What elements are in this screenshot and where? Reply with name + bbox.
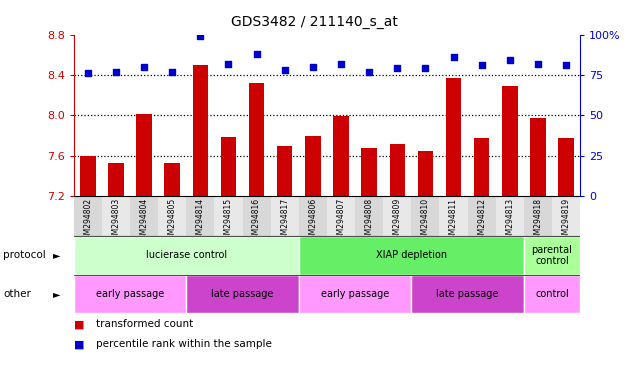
Bar (299, 236, 524, 275)
Point (111, 69, 121, 75)
Bar (445, 78, 462, 196)
Point (223, 61, 233, 67)
Bar (390, 144, 405, 196)
Point (251, 51, 262, 57)
Bar (474, 138, 489, 196)
Text: ■: ■ (74, 339, 84, 349)
Text: GSM294808: GSM294808 (365, 198, 374, 244)
Bar (524, 236, 580, 275)
Bar (558, 138, 574, 196)
Point (561, 62, 571, 68)
Point (392, 65, 403, 71)
Bar (362, 149, 377, 196)
Bar (355, 196, 383, 236)
Bar (165, 162, 180, 196)
Bar (158, 196, 187, 236)
Text: control: control (535, 289, 569, 299)
Text: late passage: late passage (437, 289, 499, 299)
Bar (277, 146, 292, 196)
Point (364, 69, 374, 75)
Bar (187, 275, 299, 313)
Bar (192, 65, 208, 196)
Text: ►: ► (53, 289, 60, 299)
Text: GDS3482 / 211140_s_at: GDS3482 / 211140_s_at (231, 15, 397, 29)
Text: GSM294815: GSM294815 (224, 198, 233, 244)
Bar (80, 156, 96, 196)
Bar (502, 86, 517, 196)
Bar (495, 196, 524, 236)
Bar (383, 196, 412, 236)
Bar (418, 152, 433, 196)
Point (195, 33, 205, 39)
Bar (299, 196, 327, 236)
Point (336, 61, 346, 67)
Point (449, 54, 459, 60)
Text: GSM294802: GSM294802 (83, 198, 92, 244)
Bar (221, 137, 236, 196)
Bar (524, 196, 552, 236)
Bar (74, 196, 102, 236)
Text: GSM294806: GSM294806 (308, 198, 317, 244)
Text: other: other (3, 289, 31, 299)
Text: ►: ► (53, 250, 60, 260)
Bar (327, 196, 355, 236)
Bar (130, 196, 158, 236)
Text: GSM294818: GSM294818 (533, 198, 542, 244)
Text: GSM294803: GSM294803 (112, 198, 121, 244)
Bar (467, 196, 495, 236)
Bar (249, 83, 264, 196)
Text: GSM294816: GSM294816 (252, 198, 261, 244)
Point (420, 65, 431, 71)
Bar (305, 136, 320, 196)
Point (167, 69, 178, 75)
Text: early passage: early passage (321, 289, 389, 299)
Bar (333, 116, 349, 196)
Text: percentile rank within the sample: percentile rank within the sample (96, 339, 272, 349)
Point (83, 70, 93, 76)
Text: GSM294807: GSM294807 (337, 198, 345, 244)
Point (504, 57, 515, 63)
Bar (412, 275, 524, 313)
Text: ■: ■ (74, 319, 84, 329)
Point (139, 64, 149, 70)
Bar (440, 196, 467, 236)
Text: parental
control: parental control (531, 245, 572, 266)
Text: GSM294814: GSM294814 (196, 198, 205, 244)
Text: GSM294809: GSM294809 (393, 198, 402, 244)
Text: GSM294817: GSM294817 (280, 198, 289, 244)
Bar (412, 196, 440, 236)
Text: GSM294819: GSM294819 (562, 198, 570, 244)
Bar (242, 196, 271, 236)
Text: GSM294810: GSM294810 (421, 198, 430, 244)
Point (533, 61, 543, 67)
Bar (299, 275, 412, 313)
Bar (524, 275, 580, 313)
Bar (108, 162, 124, 196)
Text: transformed count: transformed count (96, 319, 194, 329)
Bar (214, 196, 242, 236)
Bar (102, 196, 130, 236)
Text: GSM294812: GSM294812 (477, 198, 486, 244)
Point (476, 62, 487, 68)
Text: GSM294804: GSM294804 (140, 198, 149, 244)
Point (308, 64, 318, 70)
Text: protocol: protocol (3, 250, 46, 260)
Bar (74, 236, 299, 275)
Text: late passage: late passage (212, 289, 274, 299)
Bar (552, 196, 580, 236)
Point (279, 67, 290, 73)
Bar (530, 118, 545, 196)
Bar (74, 275, 187, 313)
Text: early passage: early passage (96, 289, 164, 299)
Bar (271, 196, 299, 236)
Text: GSM294811: GSM294811 (449, 198, 458, 244)
Text: GSM294805: GSM294805 (168, 198, 177, 244)
Text: XIAP depletion: XIAP depletion (376, 250, 447, 260)
Bar (187, 196, 214, 236)
Bar (137, 114, 152, 196)
Text: lucierase control: lucierase control (146, 250, 227, 260)
Text: GSM294813: GSM294813 (505, 198, 514, 244)
